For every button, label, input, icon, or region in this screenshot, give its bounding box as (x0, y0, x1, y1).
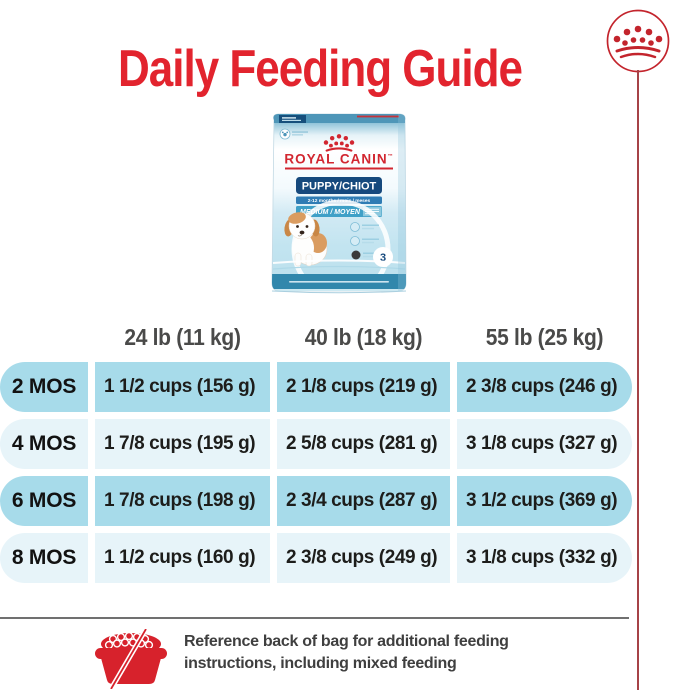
table-row: 2 MOS 1 1/2 cups (156 g) 2 1/8 cups (219… (0, 362, 632, 412)
value-cell: 2 1/8 cups (219 g) (277, 362, 450, 412)
footer-note-line2: instructions, including mixed feeding (184, 655, 457, 672)
product-bag-image: ROYAL CANIN™ PUPPY/CHIOT 2-12 months / m… (271, 113, 407, 294)
footer-divider-line (0, 617, 629, 619)
age-cell: 2 MOS (0, 362, 88, 412)
footer-note-line1: Reference back of bag for additional fee… (184, 633, 509, 650)
footer-note: Reference back of bag for additional fee… (184, 631, 509, 675)
weight-column-header-3: 55 lb (25 kg) (485, 324, 604, 351)
logo-stem-line (636, 70, 639, 690)
bag-feature-bullets (350, 222, 379, 260)
weight-column-header-1: 24 lb (11 kg) (124, 324, 241, 351)
age-cell: 4 MOS (0, 419, 88, 469)
value-cell: 3 1/8 cups (327 g) (457, 419, 632, 469)
feeding-table: 24 lb (11 kg) 40 lb (18 kg) 55 lb (25 kg… (0, 318, 632, 590)
table-row: 4 MOS 1 7/8 cups (195 g) 2 5/8 cups (281… (0, 419, 632, 469)
value-cell: 1 1/2 cups (156 g) (95, 362, 270, 412)
weight-column-header-2: 40 lb (18 kg) (304, 324, 423, 351)
table-header-row: 24 lb (11 kg) 40 lb (18 kg) 55 lb (25 kg… (0, 318, 632, 354)
bag-top-strip (272, 114, 406, 123)
bag-name-banner (296, 177, 382, 194)
value-cell: 1 7/8 cups (195 g) (95, 419, 270, 469)
bag-top-tag (279, 115, 306, 123)
paw-badge-icon (279, 128, 308, 140)
value-cell: 2 3/4 cups (287 g) (277, 476, 450, 526)
table-row: 6 MOS 1 7/8 cups (198 g) 2 3/4 cups (287… (0, 476, 632, 526)
puppy-illustration (284, 212, 328, 267)
page-title: Daily Feeding Guide (118, 40, 523, 98)
value-cell: 2 3/8 cups (246 g) (457, 362, 632, 412)
food-bowl-icon (95, 629, 167, 689)
bag-crown-icon (323, 134, 355, 152)
bag-number-text: 3 (380, 252, 386, 264)
value-cell: 2 3/8 cups (249 g) (277, 533, 450, 583)
bag-product-name: PUPPY/CHIOT (302, 181, 377, 193)
crown-icon (613, 25, 663, 59)
table-row: 8 MOS 1 1/2 cups (160 g) 2 3/8 cups (249… (0, 533, 632, 583)
value-cell: 3 1/8 cups (332 g) (457, 533, 632, 583)
value-cell: 1 7/8 cups (198 g) (95, 476, 270, 526)
value-cell: 2 5/8 cups (281 g) (277, 419, 450, 469)
age-cell: 6 MOS (0, 476, 88, 526)
bag-brand-text: ROYAL CANIN™ (284, 152, 393, 167)
bag-size-label: MEDIUM / MOYEN (300, 209, 361, 216)
bag-red-rule (285, 167, 393, 170)
value-cell: 3 1/2 cups (369 g) (457, 476, 632, 526)
age-cell: 8 MOS (0, 533, 88, 583)
value-cell: 1 1/2 cups (160 g) (95, 533, 270, 583)
